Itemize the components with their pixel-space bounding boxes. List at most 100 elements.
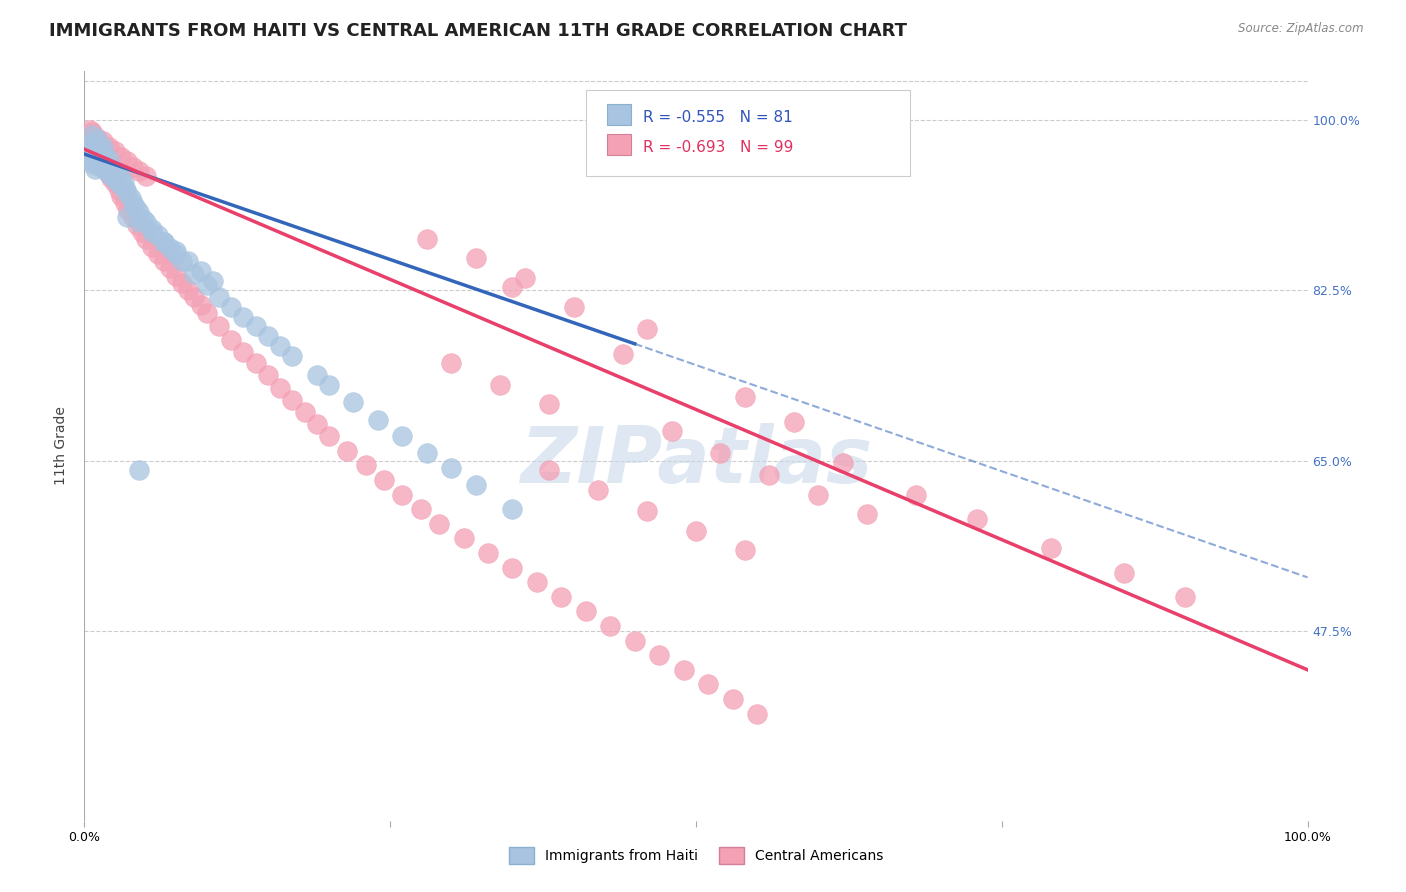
Point — [105, 169, 128, 184]
Point — [98, 161, 121, 176]
Point — [125, 218, 148, 232]
Point — [141, 225, 163, 239]
Point — [440, 461, 463, 475]
Point — [697, 677, 720, 691]
Point — [83, 137, 105, 152]
Point — [172, 254, 194, 268]
Bar — [606, 135, 631, 155]
Bar — [606, 104, 631, 125]
Point — [86, 132, 108, 146]
Point — [153, 235, 176, 249]
Point — [135, 232, 157, 246]
Point — [87, 152, 110, 166]
Point — [502, 560, 524, 574]
Point — [648, 648, 671, 663]
Point — [562, 300, 585, 314]
Point — [87, 144, 110, 158]
Point — [526, 575, 548, 590]
Point — [101, 167, 124, 181]
Point — [87, 137, 110, 152]
Point — [84, 142, 107, 156]
Point — [107, 183, 129, 197]
Point — [82, 142, 104, 156]
Point — [195, 278, 218, 293]
Point — [84, 161, 107, 176]
Point — [128, 215, 150, 229]
Point — [93, 157, 115, 171]
Point — [208, 290, 231, 304]
FancyBboxPatch shape — [586, 90, 910, 177]
Point — [146, 247, 169, 261]
Point — [80, 128, 103, 142]
Point — [354, 458, 377, 473]
Point — [97, 167, 120, 181]
Point — [453, 532, 475, 546]
Point — [135, 215, 157, 229]
Point — [87, 159, 110, 173]
Point — [409, 502, 432, 516]
Point — [538, 397, 561, 411]
Point — [172, 277, 194, 291]
Point — [122, 195, 145, 210]
Point — [190, 264, 212, 278]
Point — [269, 381, 291, 395]
Point — [115, 186, 138, 200]
Point — [245, 319, 267, 334]
Point — [125, 201, 148, 215]
Point — [107, 176, 129, 190]
Point — [165, 268, 187, 283]
Point — [79, 137, 101, 152]
Point — [281, 393, 304, 408]
Point — [96, 161, 118, 176]
Point — [110, 189, 132, 203]
Point — [86, 137, 108, 152]
Point — [122, 211, 145, 225]
Point — [128, 463, 150, 477]
Point — [91, 153, 114, 168]
Point — [440, 356, 463, 370]
Point — [80, 125, 103, 139]
Point — [427, 516, 450, 531]
Point — [183, 267, 205, 281]
Point — [89, 157, 111, 171]
Point — [269, 339, 291, 353]
Point — [477, 546, 499, 560]
Point — [79, 122, 101, 136]
Y-axis label: 11th Grade: 11th Grade — [55, 407, 69, 485]
Point — [141, 239, 163, 253]
Point — [195, 306, 218, 320]
Point — [135, 169, 157, 184]
Point — [97, 167, 120, 181]
Point — [416, 232, 439, 246]
Point — [636, 504, 658, 518]
Point — [104, 176, 127, 190]
Point — [80, 147, 103, 161]
Point — [305, 417, 328, 431]
Point — [91, 140, 114, 154]
Point — [153, 254, 176, 268]
Point — [117, 202, 139, 217]
Point — [82, 128, 104, 142]
Point — [305, 368, 328, 382]
Point — [575, 604, 598, 618]
Point — [232, 310, 254, 324]
Point — [165, 247, 187, 261]
Point — [100, 171, 122, 186]
Point — [391, 488, 413, 502]
Point — [114, 195, 136, 210]
Point — [128, 205, 150, 219]
Point — [905, 488, 928, 502]
Point — [84, 135, 107, 149]
Point — [232, 344, 254, 359]
Point — [612, 346, 634, 360]
Point — [294, 405, 316, 419]
Point — [120, 191, 142, 205]
Point — [1039, 541, 1062, 556]
Point — [1114, 566, 1136, 580]
Point — [636, 322, 658, 336]
Point — [734, 390, 756, 404]
Point — [110, 150, 132, 164]
Point — [318, 377, 340, 392]
Point — [110, 171, 132, 186]
Point — [624, 633, 647, 648]
